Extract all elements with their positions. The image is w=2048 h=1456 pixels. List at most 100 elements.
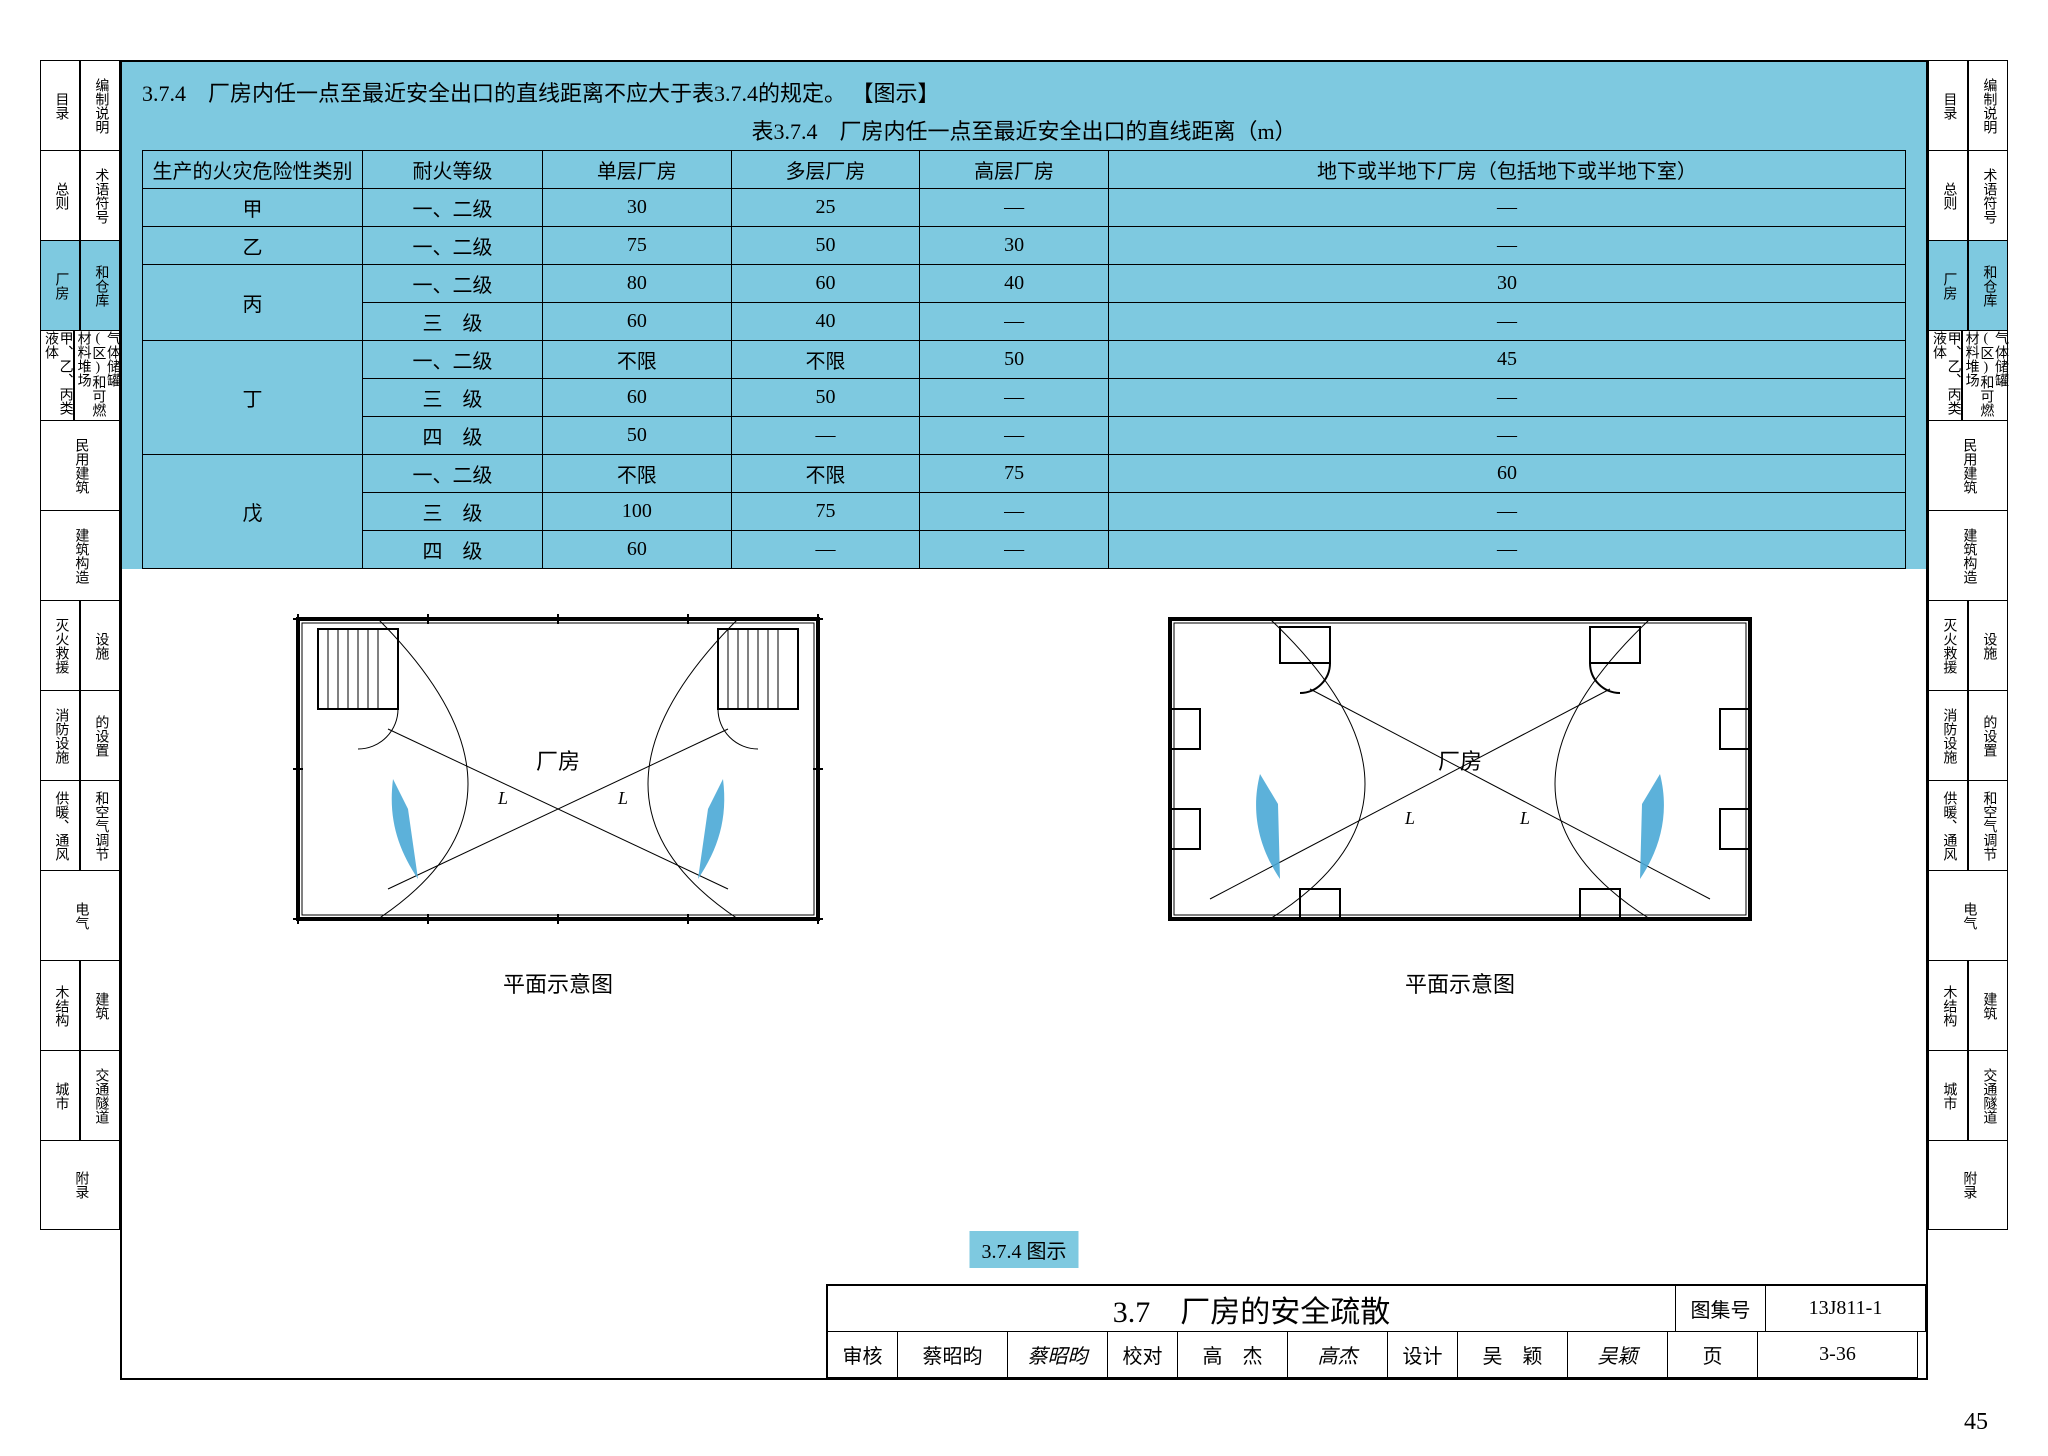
- table-cell: —: [1108, 227, 1905, 265]
- toc-tab[interactable]: 消防设施的设置: [1928, 690, 2008, 780]
- toc-tab[interactable]: 电气: [40, 870, 120, 960]
- toc-tab[interactable]: 甲、乙、丙类液体气体储罐(区)和可燃材料堆场: [1928, 330, 2008, 420]
- table-cell: 三 级: [363, 303, 543, 341]
- toc-tab[interactable]: 民用建筑: [1928, 420, 2008, 510]
- toc-tab[interactable]: 附录: [40, 1140, 120, 1230]
- table-cell: 不限: [543, 341, 732, 379]
- svg-text:L: L: [617, 788, 628, 808]
- table-cell: 不限: [731, 455, 920, 493]
- svg-text:L: L: [1519, 808, 1530, 828]
- table-cell: 40: [731, 303, 920, 341]
- table-cell: 30: [543, 189, 732, 227]
- tb-name: 蔡昭昀: [898, 1332, 1008, 1378]
- label-factory: 厂房: [536, 749, 580, 774]
- table-cell: 25: [731, 189, 920, 227]
- table-cell: —: [920, 379, 1109, 417]
- toc-tab[interactable]: 灭火救援设施: [40, 600, 120, 690]
- table-cell: 75: [731, 493, 920, 531]
- sheet-page: 3-36: [1758, 1332, 1918, 1378]
- table-header: 高层厂房: [920, 151, 1109, 189]
- toc-tab[interactable]: 厂房和仓库: [40, 240, 120, 330]
- tabs-right: 目录编制说明总则术语符号厂房和仓库甲、乙、丙类液体气体储罐(区)和可燃材料堆场民…: [1928, 60, 2008, 1230]
- tb-label: 校对: [1108, 1332, 1178, 1378]
- table-header: 地下或半地下厂房（包括地下或半地下室）: [1108, 151, 1905, 189]
- table-cell: 30: [920, 227, 1109, 265]
- table-title: 表3.7.4 厂房内任一点至最近安全出口的直线距离（m）: [142, 114, 1906, 146]
- plan-diagram-2: 厂房 L L 平面示意图: [1150, 599, 1770, 999]
- table-cell: 100: [543, 493, 732, 531]
- page-number: 45: [1964, 1409, 1988, 1436]
- toc-tab[interactable]: 建筑构造: [1928, 510, 2008, 600]
- toc-tab[interactable]: 目录编制说明: [1928, 60, 2008, 150]
- tb-label: 设计: [1388, 1332, 1458, 1378]
- table-cell: 一、二级: [363, 227, 543, 265]
- table-header: 多层厂房: [731, 151, 920, 189]
- toc-tab[interactable]: 总则术语符号: [40, 150, 120, 240]
- toc-tab[interactable]: 城市交通隧道: [1928, 1050, 2008, 1140]
- table-cell: 60: [543, 303, 732, 341]
- table-header: 单层厂房: [543, 151, 732, 189]
- toc-tab[interactable]: 附录: [1928, 1140, 2008, 1230]
- title-block: 3.7 厂房的安全疏散 图集号 13J811-1 审核蔡昭昀蔡昭昀校对高 杰高杰…: [826, 1284, 1926, 1378]
- table-header: 生产的火灾危险性类别: [143, 151, 363, 189]
- table-cell: 三 级: [363, 493, 543, 531]
- svg-text:厂房: 厂房: [1438, 749, 1482, 774]
- table-cell: 四 级: [363, 531, 543, 569]
- toc-tab[interactable]: 总则术语符号: [1928, 150, 2008, 240]
- toc-tab[interactable]: 目录编制说明: [40, 60, 120, 150]
- toc-tab[interactable]: 厂房和仓库: [1928, 240, 2008, 330]
- table-cell: —: [1108, 493, 1905, 531]
- table-cell: —: [1108, 303, 1905, 341]
- table-cell: 一、二级: [363, 341, 543, 379]
- table-cell: 45: [1108, 341, 1905, 379]
- table-cell: 一、二级: [363, 189, 543, 227]
- table-cell: —: [920, 189, 1109, 227]
- table-cell: —: [920, 417, 1109, 455]
- toc-tab[interactable]: 木结构建筑: [40, 960, 120, 1050]
- table-cell: 50: [731, 379, 920, 417]
- clause-and-table: 3.7.4 厂房内任一点至最近安全出口的直线距离不应大于表3.7.4的规定。 【…: [122, 62, 1926, 569]
- toc-tab[interactable]: 电气: [1928, 870, 2008, 960]
- table-cell: 60: [731, 265, 920, 303]
- toc-tab[interactable]: 甲、乙、丙类液体气体储罐(区)和可燃材料堆场: [40, 330, 120, 420]
- table-cell: 80: [543, 265, 732, 303]
- drawing-frame: 3.7.4 厂房内任一点至最近安全出口的直线距离不应大于表3.7.4的规定。 【…: [120, 60, 1928, 1380]
- table-cell: 丁: [143, 341, 363, 455]
- tb-name: 高 杰: [1178, 1332, 1288, 1378]
- table-cell: 60: [543, 379, 732, 417]
- table-cell: 50: [731, 227, 920, 265]
- toc-tab[interactable]: 供暖、通风和空气调节: [40, 780, 120, 870]
- table-cell: 丙: [143, 265, 363, 341]
- table-cell: 不限: [731, 341, 920, 379]
- toc-tab[interactable]: 供暖、通风和空气调节: [1928, 780, 2008, 870]
- tabs-left: 目录编制说明总则术语符号厂房和仓库甲、乙、丙类液体气体储罐(区)和可燃材料堆场民…: [40, 60, 120, 1230]
- svg-text:L: L: [1404, 808, 1415, 828]
- diagram-caption-1: 平面示意图: [278, 967, 838, 999]
- page-label: 页: [1668, 1332, 1758, 1378]
- toc-tab[interactable]: 民用建筑: [40, 420, 120, 510]
- clause-text: 3.7.4 厂房内任一点至最近安全出口的直线距离不应大于表3.7.4的规定。 【…: [142, 76, 1906, 108]
- table-cell: 四 级: [363, 417, 543, 455]
- toc-tab[interactable]: 城市交通隧道: [40, 1050, 120, 1140]
- distance-table: 生产的火灾危险性类别耐火等级单层厂房多层厂房高层厂房地下或半地下厂房（包括地下或…: [142, 150, 1906, 569]
- toc-tab[interactable]: 木结构建筑: [1928, 960, 2008, 1050]
- diagram-section: 厂房 L L 平面示意图: [122, 569, 1926, 1378]
- diagram-caption-2: 平面示意图: [1150, 967, 1770, 999]
- table-cell: 乙: [143, 227, 363, 265]
- table-cell: 戊: [143, 455, 363, 569]
- svg-text:L: L: [497, 788, 508, 808]
- table-cell: 60: [543, 531, 732, 569]
- toc-tab[interactable]: 灭火救援设施: [1928, 600, 2008, 690]
- toc-tab[interactable]: 消防设施的设置: [40, 690, 120, 780]
- table-cell: 75: [920, 455, 1109, 493]
- table-cell: —: [1108, 531, 1905, 569]
- table-cell: 甲: [143, 189, 363, 227]
- tb-signature: 高杰: [1288, 1332, 1388, 1378]
- toc-tab[interactable]: 建筑构造: [40, 510, 120, 600]
- table-cell: 75: [543, 227, 732, 265]
- table-cell: 40: [920, 265, 1109, 303]
- table-cell: 三 级: [363, 379, 543, 417]
- table-cell: —: [1108, 189, 1905, 227]
- tb-signature: 蔡昭昀: [1008, 1332, 1108, 1378]
- table-cell: 一、二级: [363, 265, 543, 303]
